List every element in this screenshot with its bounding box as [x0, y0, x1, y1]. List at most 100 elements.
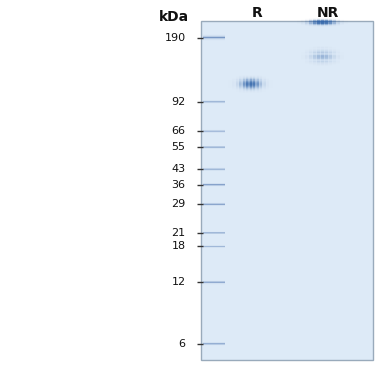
Bar	[342, 26, 348, 27]
Bar	[297, 26, 303, 27]
Bar	[338, 25, 344, 26]
Bar	[305, 25, 312, 26]
Bar	[243, 78, 248, 80]
Bar	[228, 74, 234, 75]
Bar	[239, 87, 245, 88]
Text: 190: 190	[165, 33, 186, 42]
Bar	[243, 84, 248, 86]
Bar	[321, 25, 328, 26]
Bar	[202, 202, 225, 203]
Bar	[329, 24, 336, 25]
Bar	[342, 24, 348, 25]
Bar	[202, 37, 225, 38]
Bar	[342, 45, 348, 47]
Bar	[239, 77, 245, 78]
Bar	[202, 246, 225, 247]
Bar	[228, 92, 234, 93]
Bar	[329, 44, 336, 46]
Bar	[253, 88, 259, 90]
Bar	[232, 91, 238, 92]
Bar	[239, 90, 245, 92]
Bar	[333, 22, 340, 23]
Bar	[264, 78, 269, 80]
Bar	[264, 74, 269, 75]
Bar	[236, 87, 241, 88]
Bar	[321, 18, 328, 19]
Bar	[338, 56, 344, 58]
Bar	[228, 88, 234, 90]
Bar	[202, 232, 225, 233]
Bar	[297, 57, 303, 59]
Bar	[305, 25, 312, 26]
Bar	[313, 55, 320, 57]
Bar	[202, 38, 225, 39]
Bar	[228, 84, 234, 86]
Bar	[313, 60, 320, 62]
Bar	[253, 92, 259, 93]
Bar	[256, 89, 262, 90]
Bar	[321, 66, 328, 68]
Bar	[305, 64, 312, 66]
Bar	[317, 19, 324, 20]
Bar	[325, 22, 332, 23]
Bar	[333, 25, 340, 26]
Bar	[202, 281, 225, 282]
Bar	[305, 56, 312, 58]
Bar	[264, 80, 269, 81]
Bar	[325, 46, 332, 48]
Bar	[313, 20, 320, 21]
Bar	[260, 75, 266, 76]
Bar	[338, 18, 344, 19]
Bar	[305, 45, 312, 47]
Bar	[260, 87, 266, 88]
Bar	[301, 25, 307, 26]
Bar	[329, 54, 336, 55]
Bar	[342, 44, 348, 46]
Bar	[321, 51, 328, 53]
Bar	[305, 51, 312, 53]
Bar	[264, 87, 269, 88]
Bar	[305, 21, 312, 22]
Bar	[264, 77, 269, 78]
Bar	[329, 51, 336, 53]
Bar	[338, 62, 344, 64]
Bar	[246, 74, 252, 75]
Bar	[321, 56, 328, 58]
Bar	[202, 148, 225, 149]
Bar	[301, 58, 307, 60]
Bar	[246, 91, 252, 92]
Bar	[236, 90, 241, 92]
Bar	[309, 51, 316, 53]
Bar	[264, 79, 269, 81]
Bar	[232, 82, 238, 84]
Bar	[309, 24, 316, 25]
Bar	[317, 61, 324, 63]
Bar	[325, 66, 332, 68]
Bar	[301, 48, 307, 50]
Bar	[260, 86, 266, 87]
Text: 43: 43	[171, 164, 186, 174]
Bar	[256, 91, 262, 92]
Bar	[317, 26, 324, 27]
Bar	[228, 89, 234, 90]
Bar	[325, 50, 332, 52]
Bar	[309, 61, 316, 63]
Bar	[264, 85, 269, 87]
Bar	[267, 84, 273, 86]
Bar	[338, 48, 344, 50]
Bar	[329, 23, 336, 24]
Bar	[267, 92, 273, 93]
Bar	[333, 21, 340, 22]
Bar	[329, 52, 336, 54]
Bar	[253, 77, 259, 78]
Bar	[260, 82, 266, 84]
Bar	[305, 20, 312, 21]
Bar	[333, 52, 340, 54]
Bar	[333, 49, 340, 51]
Bar	[246, 78, 252, 80]
Bar	[202, 203, 225, 204]
Bar	[232, 92, 238, 93]
Bar	[301, 61, 307, 63]
Bar	[246, 84, 252, 86]
Bar	[309, 26, 316, 27]
